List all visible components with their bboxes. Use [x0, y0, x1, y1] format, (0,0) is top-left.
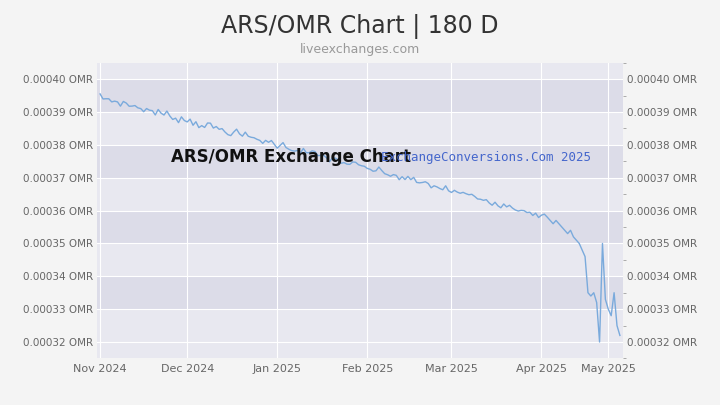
Bar	[97, 309, 623, 342]
Bar	[97, 178, 623, 211]
Text: ExchangeConversions.Com 2025: ExchangeConversions.Com 2025	[381, 151, 591, 164]
Text: ARS/OMR Chart | 180 D: ARS/OMR Chart | 180 D	[221, 14, 499, 39]
Bar	[97, 112, 623, 145]
Text: liveexchanges.com: liveexchanges.com	[300, 43, 420, 55]
Bar	[97, 243, 623, 276]
Text: ARS/OMR Exchange Chart: ARS/OMR Exchange Chart	[171, 148, 411, 166]
Bar	[97, 79, 623, 112]
Bar	[97, 145, 623, 178]
Bar	[97, 211, 623, 243]
Bar	[97, 276, 623, 309]
